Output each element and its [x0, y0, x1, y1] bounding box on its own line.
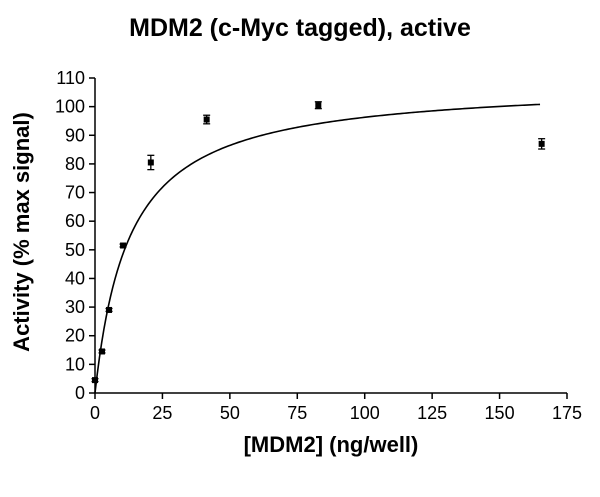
data-point	[92, 377, 98, 384]
chart-title: MDM2 (c-Myc tagged), active	[129, 14, 471, 42]
y-tick-label: 100	[55, 97, 85, 117]
data-point	[538, 140, 545, 147]
data-point	[147, 159, 154, 166]
x-tick-label: 125	[417, 403, 447, 423]
x-tick-label: 75	[287, 403, 307, 423]
y-tick-label: 0	[75, 383, 85, 403]
x-tick-label: 50	[220, 403, 240, 423]
y-axis-title: Activity (% max signal)	[9, 112, 34, 352]
data-point	[203, 116, 210, 123]
data-point	[99, 348, 106, 355]
data-point	[106, 306, 113, 313]
x-tick-label: 25	[152, 403, 172, 423]
y-tick-label: 30	[65, 297, 85, 317]
x-tick-label: 175	[552, 403, 582, 423]
x-tick-label: 0	[90, 403, 100, 423]
fit-curve	[94, 103, 541, 394]
y-tick-label: 10	[65, 354, 85, 374]
y-tick-label: 60	[65, 211, 85, 231]
y-tick-label: 90	[65, 125, 85, 145]
x-tick-label: 150	[485, 403, 515, 423]
y-tick-label: 80	[65, 154, 85, 174]
y-tick-label: 110	[56, 68, 85, 88]
y-tick-label: 50	[65, 240, 85, 260]
y-tick-label: 20	[65, 326, 85, 346]
x-tick-label: 100	[350, 403, 380, 423]
x-axis-title: [MDM2] (ng/well)	[243, 432, 419, 457]
data-point	[315, 102, 322, 109]
data-point	[120, 242, 127, 249]
y-tick-label: 70	[65, 183, 85, 203]
y-tick-label: 40	[65, 268, 85, 288]
